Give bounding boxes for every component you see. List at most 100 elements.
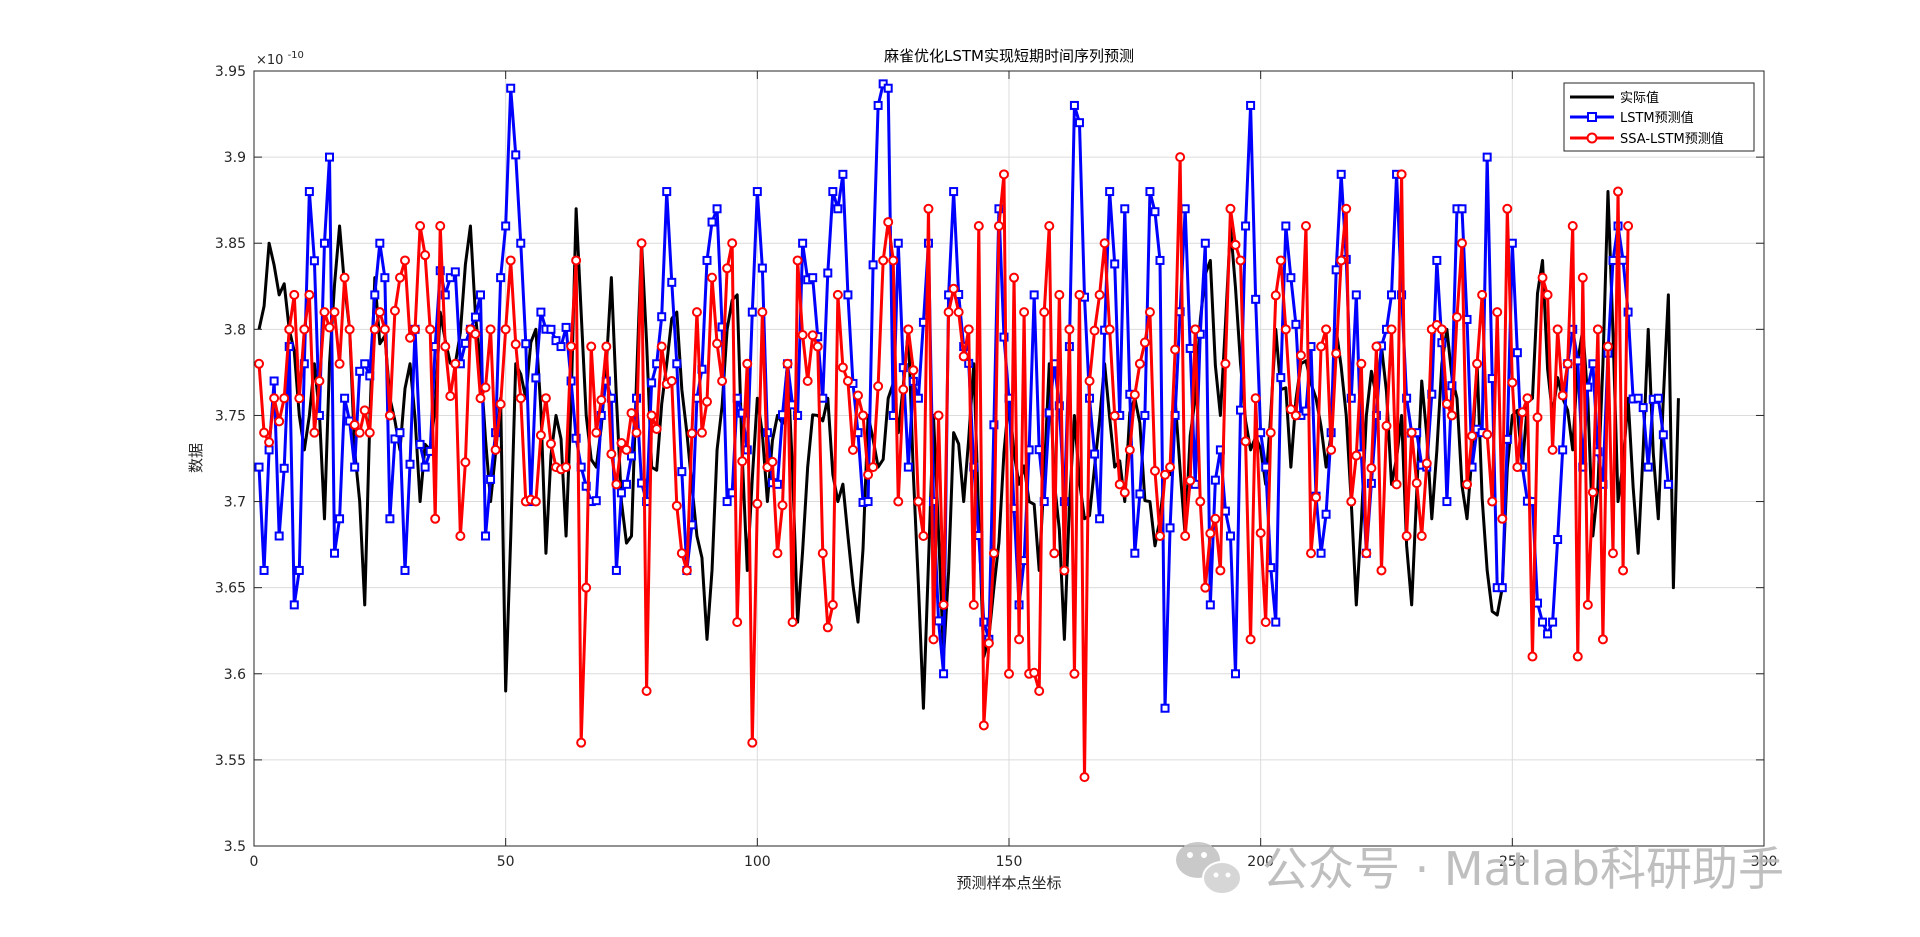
data-point-marker — [264, 445, 274, 455]
data-point-marker — [918, 531, 929, 541]
data-point-marker — [742, 358, 753, 369]
data-point-marker — [973, 221, 984, 231]
data-point-marker — [1548, 617, 1558, 627]
data-point-marker — [1402, 393, 1412, 403]
data-point-marker — [777, 500, 788, 511]
data-point-marker — [1170, 344, 1181, 355]
data-point-marker — [616, 438, 627, 449]
data-point-marker — [546, 324, 556, 334]
data-point-marker — [1326, 444, 1337, 455]
data-point-marker — [1225, 531, 1235, 541]
data-point-marker — [934, 616, 944, 626]
data-point-marker — [350, 462, 360, 472]
data-point-marker — [340, 393, 350, 403]
data-point-marker — [521, 339, 531, 349]
data-point-marker — [1261, 462, 1271, 472]
data-point-marker — [1124, 444, 1135, 455]
data-point-marker — [868, 260, 878, 270]
data-point-marker — [858, 410, 869, 421]
data-point-marker — [1190, 324, 1201, 335]
data-point-marker — [747, 737, 758, 748]
data-point-marker — [671, 500, 682, 511]
data-point-marker — [893, 238, 903, 248]
data-point-marker — [1130, 548, 1140, 558]
data-point-marker — [1597, 634, 1608, 645]
data-point-marker — [1543, 629, 1553, 639]
data-point-marker — [1069, 100, 1079, 110]
data-point-marker — [1225, 203, 1236, 214]
data-point-marker — [1119, 487, 1130, 498]
data-point-marker — [410, 324, 421, 335]
data-point-marker — [983, 638, 994, 649]
data-point-marker — [1074, 118, 1084, 128]
data-point-marker — [1522, 393, 1533, 404]
data-point-marker — [335, 514, 345, 524]
data-point-marker — [681, 565, 692, 576]
data-point-marker — [1331, 348, 1342, 359]
data-point-marker — [903, 462, 913, 472]
data-point-marker — [259, 565, 269, 575]
data-point-marker — [309, 427, 320, 438]
data-point-marker — [1054, 289, 1065, 300]
data-point-marker — [1537, 272, 1548, 283]
data-point-marker — [1336, 169, 1346, 179]
series-2 — [254, 152, 1634, 783]
data-point-marker — [1538, 617, 1548, 627]
data-point-marker — [1446, 410, 1457, 421]
data-point-marker — [496, 273, 506, 283]
data-point-marker — [476, 290, 485, 300]
data-point-marker — [1074, 289, 1085, 300]
data-point-marker — [374, 307, 385, 318]
data-point-marker — [1105, 187, 1115, 197]
data-point-marker — [279, 393, 290, 404]
data-point-marker — [1149, 465, 1160, 476]
data-point-marker — [279, 463, 289, 473]
data-point-marker — [1391, 479, 1402, 490]
data-point-marker — [772, 548, 783, 559]
data-point-marker — [737, 456, 748, 467]
data-point-marker — [843, 290, 853, 300]
data-point-marker — [299, 324, 310, 335]
data-point-marker — [1633, 393, 1643, 403]
data-point-marker — [455, 531, 466, 541]
data-point-marker — [1300, 221, 1311, 231]
data-point-marker — [1009, 272, 1020, 283]
data-point-marker — [385, 514, 395, 524]
data-point-marker — [747, 307, 757, 317]
x-tick-label: 250 — [1499, 854, 1526, 870]
data-point-marker — [676, 548, 687, 559]
legend-label-actual: 实际值 — [1620, 90, 1659, 106]
data-point-marker — [999, 332, 1009, 342]
data-point-marker — [1582, 599, 1593, 610]
data-point-marker — [1341, 203, 1352, 214]
data-point-marker — [1608, 548, 1618, 559]
data-point-marker — [324, 322, 335, 333]
data-point-marker — [1602, 341, 1613, 352]
data-point-marker — [1246, 100, 1256, 110]
data-point-marker — [389, 305, 400, 316]
data-point-marker — [571, 255, 582, 266]
data-point-marker — [636, 238, 647, 249]
data-point-marker — [1271, 617, 1281, 627]
data-point-marker — [939, 669, 949, 679]
data-point-marker — [445, 273, 455, 283]
data-point-marker — [1623, 221, 1634, 231]
data-point-marker — [274, 416, 285, 427]
x-tick-label: 50 — [497, 854, 515, 870]
y-tick-label: 3.5 — [224, 839, 246, 855]
data-point-marker — [913, 496, 924, 507]
data-point-marker — [1245, 634, 1256, 645]
data-point-marker — [606, 449, 617, 460]
data-point-marker — [360, 359, 370, 369]
data-point-marker — [369, 324, 380, 335]
data-point-marker — [1487, 496, 1498, 507]
data-point-marker — [1155, 255, 1165, 265]
data-point-marker — [405, 332, 416, 343]
data-point-marker — [1416, 531, 1427, 541]
data-point-marker — [1361, 548, 1372, 559]
data-point-marker — [480, 382, 491, 393]
data-point-marker — [1034, 686, 1045, 696]
data-point-marker — [812, 341, 823, 352]
data-point-marker — [898, 384, 909, 395]
data-point-marker — [1134, 358, 1145, 369]
